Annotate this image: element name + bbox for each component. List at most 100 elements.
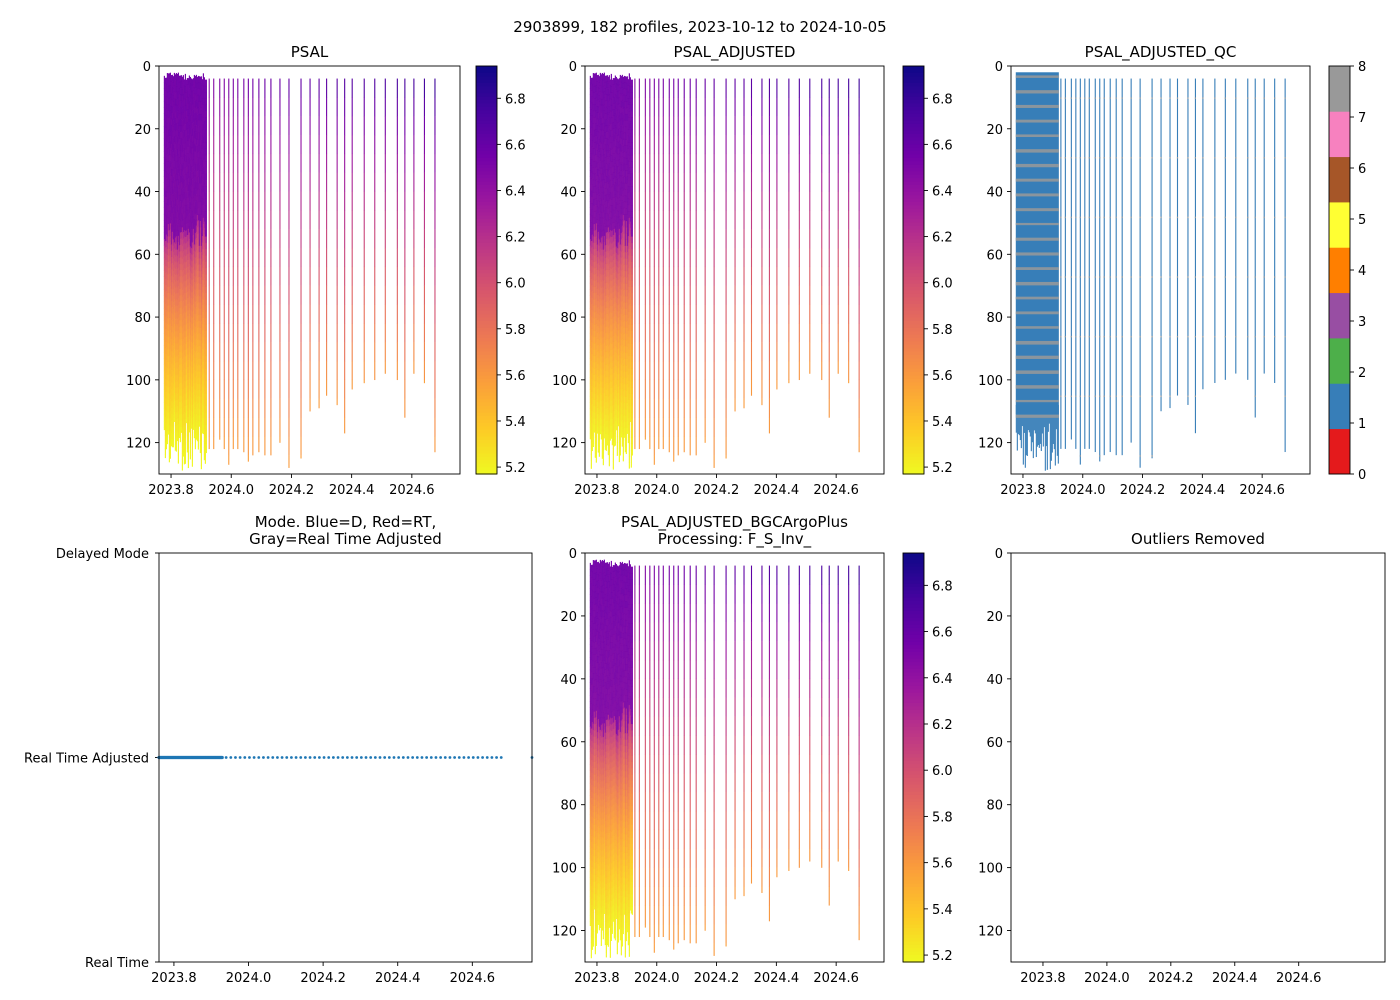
heatmap-cell [598, 377, 600, 385]
heatmap-cell [179, 226, 181, 233]
heatmap-cell [167, 337, 169, 344]
heatmap-cell [196, 95, 198, 103]
heatmap-cell [190, 247, 192, 255]
heatmap-cell [197, 283, 199, 290]
heatmap-cell [609, 317, 611, 325]
heatmap-cell [606, 395, 608, 402]
heatmap-cell [592, 437, 594, 444]
heatmap-cell [180, 200, 182, 208]
profile-segment [344, 342, 346, 362]
heatmap-cell [590, 197, 592, 204]
heatmap-cell [186, 423, 188, 430]
heatmap-cell [172, 408, 174, 416]
heatmap-cell [595, 148, 597, 155]
heatmap-cell [602, 387, 604, 395]
heatmap-cell [164, 360, 166, 367]
heatmap-cell [195, 125, 197, 132]
heatmap-cell [607, 371, 609, 379]
heatmap-cell [192, 385, 194, 393]
colorbar-segment [476, 283, 497, 288]
colorbar-segment [476, 389, 497, 393]
heatmap-cell [595, 191, 597, 199]
heatmap-cell [615, 95, 617, 103]
heatmap-cell [203, 234, 205, 241]
heatmap-cell [164, 391, 166, 399]
heatmap-cell [171, 288, 173, 295]
heatmap-cell [184, 356, 186, 363]
colorbar-segment [476, 117, 497, 121]
heatmap-cell [193, 395, 195, 402]
profile-segment [258, 229, 260, 249]
heatmap-cell [173, 141, 175, 149]
profile-segment [300, 361, 302, 381]
heatmap-cell [171, 313, 173, 320]
heatmap-cell [599, 229, 601, 237]
heatmap-cell [168, 186, 170, 193]
heatmap-cell [601, 267, 603, 275]
heatmap-cell [192, 166, 194, 173]
heatmap-cell [197, 402, 199, 409]
heatmap-cell [178, 207, 180, 215]
heatmap-cell [593, 198, 595, 206]
heatmap-cell [190, 128, 192, 136]
heatmap-cell [602, 149, 604, 156]
profile-segment [243, 379, 245, 399]
profile-segment [300, 210, 302, 230]
heatmap-cell [175, 336, 177, 344]
heatmap-cell [204, 111, 206, 118]
heatmap-cell [608, 401, 610, 409]
heatmap-cell [196, 108, 198, 115]
profile-segment [434, 304, 436, 324]
heatmap-cell [197, 251, 199, 259]
heatmap-cell [600, 93, 602, 100]
heatmap-cell [181, 359, 183, 366]
heatmap-cell [188, 364, 190, 371]
colorbar-segment [476, 66, 497, 70]
heatmap-cell [612, 109, 614, 117]
heatmap-cell [601, 405, 603, 413]
heatmap-cell [167, 167, 169, 175]
heatmap-cell [614, 125, 616, 133]
heatmap-cell [167, 362, 169, 369]
heatmap-cell [605, 427, 607, 434]
heatmap-cell [608, 119, 610, 126]
heatmap-cell [610, 312, 612, 319]
heatmap-cell [182, 162, 184, 170]
heatmap-cell [179, 307, 181, 315]
heatmap-cell [176, 331, 178, 338]
heatmap-cell [613, 178, 615, 186]
colorbar-segment [476, 253, 497, 257]
heatmap-cell [165, 222, 167, 229]
colorbar-segment [476, 215, 497, 220]
heatmap-cell [183, 424, 185, 432]
heatmap-cell [170, 269, 172, 277]
heatmap-cell [604, 370, 606, 378]
heatmap-cell [187, 442, 189, 449]
heatmap-cell [205, 148, 207, 156]
heatmap-cell [182, 194, 184, 201]
heatmap-cell [593, 180, 595, 187]
heatmap-cell [184, 80, 186, 87]
heatmap-cell [171, 256, 173, 264]
heatmap-cell [188, 420, 190, 428]
heatmap-cell [186, 209, 188, 217]
heatmap-cell [177, 160, 179, 168]
heatmap-cell [168, 424, 170, 432]
heatmap-cell [182, 119, 184, 126]
heatmap-cell [196, 340, 198, 348]
heatmap-cell [185, 362, 187, 369]
heatmap-cell [616, 178, 618, 186]
heatmap-cell [199, 233, 201, 241]
heatmap-cell [189, 409, 191, 417]
heatmap-cell [177, 267, 179, 274]
heatmap-cell [602, 437, 604, 445]
heatmap-cell [167, 142, 169, 150]
profile-segment [208, 361, 210, 381]
heatmap-cell [602, 243, 604, 250]
heatmap-cell [194, 107, 196, 115]
heatmap-cell [203, 265, 205, 273]
profile-segment [384, 304, 386, 324]
heatmap-cell [608, 181, 610, 189]
heatmap-cell [170, 213, 172, 220]
profile-segment [279, 78, 281, 98]
